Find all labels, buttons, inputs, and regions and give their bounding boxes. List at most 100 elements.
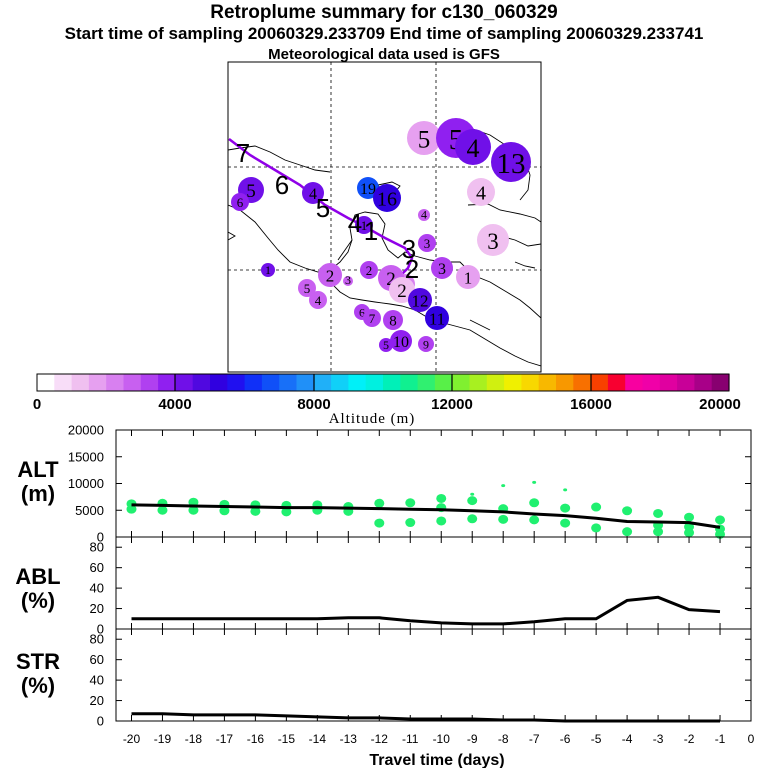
colorbar-cell (365, 374, 384, 391)
x-tick-label: -12 (371, 732, 389, 746)
plume-circle (390, 330, 412, 352)
alt-scatter-point (250, 506, 261, 516)
track-label: 6 (275, 170, 289, 200)
plume-label: 1 (464, 269, 473, 288)
map-panel: 554135641916441331232311225412678115109 … (227, 61, 542, 373)
plume-circle (298, 279, 316, 297)
colorbar-cell (261, 374, 280, 391)
plume-circle (383, 310, 403, 330)
panel-ylabel: STR (16, 649, 60, 674)
plume-label: 5 (304, 281, 311, 296)
alt-scatter-point (281, 507, 292, 517)
y-tick-label: 10000 (68, 476, 104, 491)
met-data-note: Meteorological data used is GFS (268, 46, 500, 63)
plume-circle (302, 182, 324, 204)
alt-scatter-point (529, 498, 540, 508)
y-tick-label: 80 (90, 632, 104, 647)
plume-circle (309, 291, 327, 309)
plume-label: 9 (423, 337, 429, 351)
x-tick-label: -9 (467, 732, 478, 746)
colorbar-cell (88, 374, 107, 391)
colorbar-tick: 0 (33, 396, 41, 413)
y-tick-label: 0 (97, 530, 104, 545)
plume-circle (418, 336, 434, 352)
track-label: 7 (236, 138, 250, 168)
alt-scatter-point (219, 506, 230, 516)
plume-circle (418, 234, 436, 252)
alt-scatter-point (467, 496, 478, 506)
x-tick-label: -15 (278, 732, 296, 746)
colorbar-cell (504, 374, 522, 391)
x-tick-label: -19 (154, 732, 172, 746)
plume-label: 4 (467, 134, 480, 163)
plume-label: 2 (326, 267, 335, 286)
colorbar-cell (383, 374, 401, 391)
alt-scatter-point (436, 516, 447, 526)
alt-scatter-point (188, 505, 199, 515)
track-label: 2 (405, 254, 419, 284)
plume-label: 4 (421, 207, 427, 221)
x-tick-label: -17 (216, 732, 234, 746)
plume-circle (491, 142, 531, 182)
y-tick-label: 20 (90, 601, 104, 616)
y-tick-label: 15000 (68, 449, 104, 464)
colorbar-tick: 4000 (158, 396, 191, 413)
plume-label: 6 (359, 305, 365, 319)
colorbar-cell (417, 374, 436, 391)
panel-frame (115, 536, 752, 630)
plume-circle (373, 184, 401, 212)
colorbar-tick: 16000 (570, 396, 612, 413)
colorbar-cell (227, 374, 246, 391)
alt-scatter-point (405, 498, 416, 508)
colorbar-cell (452, 374, 471, 391)
alt-scatter-point (529, 515, 540, 525)
plume-label: 2 (366, 263, 373, 278)
alt-scatter-point (591, 502, 602, 512)
plume-circle (261, 263, 275, 277)
alt-scatter-point (591, 523, 602, 533)
colorbar-cell (711, 374, 730, 391)
colorbar-cell (590, 374, 609, 391)
track-label: 1 (364, 216, 378, 246)
alt-scatter-point (622, 506, 633, 516)
alt-scatter-point (684, 528, 695, 538)
panel-ylabel: ABL (15, 564, 60, 589)
plume-circle (456, 265, 480, 289)
y-tick-label: 5000 (75, 503, 104, 518)
y-tick-label: 60 (90, 652, 104, 667)
colorbar-cell (140, 374, 159, 391)
colorbar-cell (659, 374, 678, 391)
plume-circle (418, 209, 430, 221)
alt-scatter-point (157, 505, 168, 515)
plume-circle (355, 216, 373, 234)
plume-label: 3 (345, 273, 351, 287)
track-label: 3 (402, 234, 416, 264)
plume-label: 2 (386, 269, 396, 290)
alt-scatter-point (467, 514, 478, 524)
plume-circle (357, 177, 379, 199)
colorbar-cell (538, 374, 557, 391)
plume-label: 13 (497, 148, 526, 180)
alt-scatter-point (560, 518, 571, 528)
plume-label: 1 (361, 218, 368, 233)
colorbar-cell (331, 374, 349, 391)
plume-label: 3 (487, 229, 499, 254)
alt-scatter-point (501, 484, 506, 488)
x-tick-label: -20 (123, 732, 141, 746)
colorbar-cell (244, 374, 263, 391)
colorbar-tick: 12000 (431, 396, 473, 413)
y-tick-label: 60 (90, 560, 104, 575)
alt-scatter-point (684, 512, 695, 522)
plume-circle (379, 338, 393, 352)
colorbar-cell (348, 374, 367, 391)
colorbar-cell (556, 374, 574, 391)
x-tick-label: -14 (309, 732, 327, 746)
x-tick-label: -10 (433, 732, 451, 746)
colorbar-cell (486, 374, 505, 391)
alt-scatter-point (653, 527, 664, 537)
colorbar-cell (296, 374, 315, 391)
plume-label: 1 (265, 263, 271, 277)
colorbar-separators (174, 374, 592, 391)
colorbar-cell (123, 374, 142, 391)
